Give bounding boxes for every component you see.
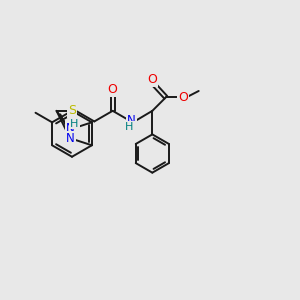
Text: N: N (66, 122, 74, 135)
Text: O: O (108, 83, 118, 96)
Text: N: N (127, 114, 136, 127)
Text: H: H (125, 122, 134, 132)
Text: N: N (66, 132, 75, 145)
Text: O: O (178, 91, 188, 104)
Text: O: O (148, 73, 158, 86)
Text: S: S (68, 104, 76, 117)
Text: H: H (70, 118, 79, 128)
